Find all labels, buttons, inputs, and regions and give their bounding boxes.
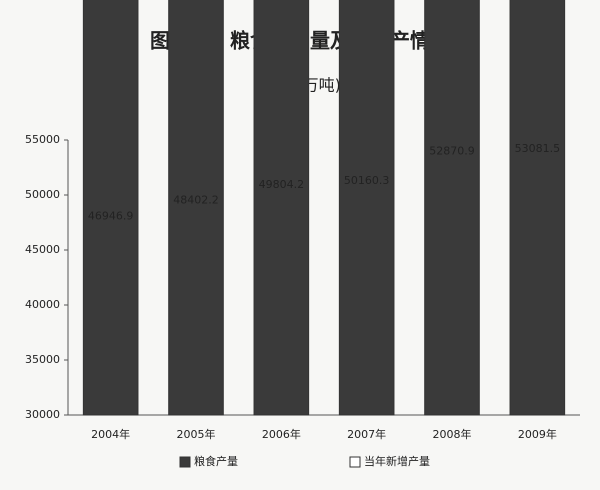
legend-swatch <box>349 456 361 468</box>
total-label: 48402.2 <box>173 194 219 207</box>
y-tick-label: 35000 <box>25 353 60 366</box>
bar-segment <box>168 0 224 416</box>
x-tick-label: 2008年 <box>433 427 472 441</box>
bar-segment <box>424 0 480 416</box>
y-tick-label: 40000 <box>25 298 60 311</box>
total-label: 46946.9 <box>88 210 134 223</box>
y-tick-label: 55000 <box>25 133 60 146</box>
y-tick-label: 50000 <box>25 188 60 201</box>
bar-segment <box>338 0 395 416</box>
total-label: 49804.2 <box>259 178 305 191</box>
total-label: 50160.3 <box>344 174 390 187</box>
y-tick-label: 45000 <box>25 243 60 256</box>
bar-segment <box>509 0 566 416</box>
y-tick-label: 30000 <box>25 408 60 421</box>
legend-label: 当年新增产量 <box>364 454 430 468</box>
x-tick-label: 2005年 <box>177 427 216 441</box>
total-label: 53081.5 <box>515 142 561 155</box>
x-tick-label: 2009年 <box>518 427 557 441</box>
legend-swatch <box>179 456 191 468</box>
bar-segment <box>82 0 139 416</box>
x-tick-label: 2006年 <box>262 427 301 441</box>
legend-label: 粮食产量 <box>194 454 238 468</box>
total-label: 52870.9 <box>429 144 475 157</box>
x-tick-label: 2004年 <box>91 427 130 441</box>
x-tick-label: 2007年 <box>347 427 386 441</box>
bar-segment <box>253 0 310 416</box>
